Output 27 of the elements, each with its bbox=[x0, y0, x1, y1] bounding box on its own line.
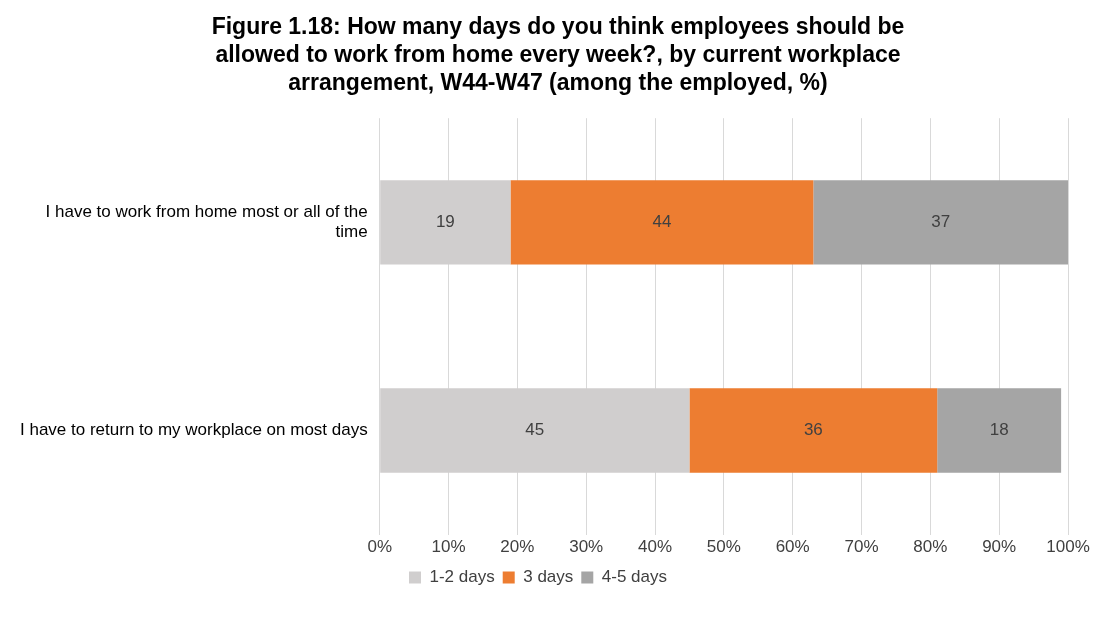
x-tick-label: 20% bbox=[500, 537, 535, 557]
x-tick-label: 90% bbox=[982, 537, 1017, 557]
y-tick-label: I have to return to my workplace on most days bbox=[19, 420, 368, 440]
bar bbox=[813, 180, 1068, 265]
data-label: 36 bbox=[803, 420, 823, 440]
x-tick-label: 100% bbox=[1046, 537, 1090, 557]
x-tick-label: 10% bbox=[431, 537, 466, 557]
x-tick-label: 40% bbox=[638, 537, 673, 557]
data-label: 37 bbox=[931, 211, 951, 231]
y-tick-label: I have to work from home most or all of the time bbox=[45, 201, 368, 242]
x-tick-label: 30% bbox=[569, 537, 604, 557]
bar bbox=[689, 388, 938, 473]
bar bbox=[510, 180, 814, 265]
data-label: 18 bbox=[989, 420, 1009, 440]
x-tick-label: 80% bbox=[913, 537, 948, 557]
x-tick-label: 70% bbox=[844, 537, 879, 557]
legend-label: 3 days bbox=[523, 567, 574, 587]
bar bbox=[937, 388, 1062, 473]
legend-label: 4-5 days bbox=[601, 567, 667, 587]
legend-label: 1-2 days bbox=[429, 567, 495, 587]
x-tick-label: 0% bbox=[367, 537, 392, 557]
data-label: 44 bbox=[652, 211, 672, 231]
chart-title: Figure 1.18: How many days do you think employees should be allowed to work from home every week?, by current workplace arrangement, W44-W47 (among the employed, %) bbox=[210, 12, 906, 96]
x-tick-label: 50% bbox=[706, 537, 741, 557]
data-label: 19 bbox=[435, 211, 455, 231]
x-tick-label: 60% bbox=[775, 537, 810, 557]
data-label: 45 bbox=[525, 420, 545, 440]
